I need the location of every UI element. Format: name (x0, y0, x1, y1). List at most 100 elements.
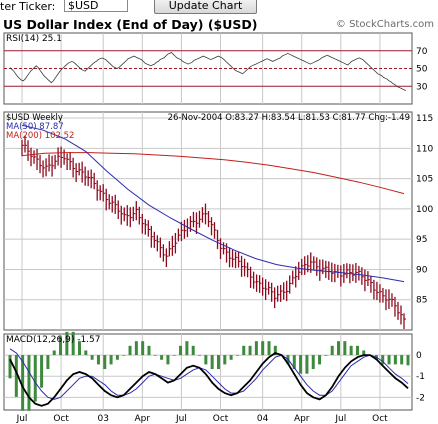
macd-histogram-bar (65, 331, 69, 356)
macd-histogram-bar (267, 341, 271, 356)
macd-histogram-bar (324, 355, 328, 356)
update-chart-button[interactable]: Update Chart (154, 0, 257, 14)
macd-histogram-bar (242, 345, 246, 356)
macd-histogram-bar (40, 355, 44, 388)
macd-histogram-bar (77, 341, 81, 356)
macd-histogram-bar (292, 355, 296, 370)
macd-histogram-bar (115, 355, 119, 360)
chart-title: US Dollar Index (End of Day) ($USD) (3, 17, 258, 32)
macd-line (9, 352, 409, 407)
macd-histogram-bar (210, 355, 214, 370)
macd-histogram-bar (160, 355, 164, 360)
macd-histogram-bar (179, 345, 183, 356)
macd-histogram-bar (305, 355, 309, 374)
macd-label: MACD(12,26,9) -1.57 (6, 335, 101, 345)
macd-histogram-bar (153, 355, 157, 356)
macd-histogram-bar (134, 341, 138, 356)
macd-histogram-bar (46, 355, 50, 370)
macd-histogram-bar (27, 355, 31, 411)
macd-y-tick-label: 0 (416, 351, 422, 361)
macd-y-tick-label: -1 (416, 372, 425, 382)
price-stats: 26-Nov-2004 O:83.27 H:83.54 L:81.53 C:81… (168, 113, 410, 123)
macd-histogram-bar (254, 341, 258, 356)
macd-histogram-bar (33, 355, 37, 402)
ma200-line (21, 152, 405, 195)
macd-histogram-bar (21, 355, 25, 411)
ma50-line (21, 124, 405, 283)
macd-histogram-bar (330, 345, 334, 356)
rsi-level-label: 30 (416, 82, 428, 92)
rsi-level-label: 50 (416, 65, 428, 75)
x-tick-label: Jul (334, 414, 346, 424)
macd-histogram-bar (337, 341, 341, 356)
price-y-tick-label: 100 (416, 205, 433, 215)
price-y-tick-label: 90 (416, 265, 428, 275)
macd-histogram-bar (71, 331, 75, 356)
macd-histogram-bar (235, 355, 239, 356)
macd-histogram-bar (14, 355, 18, 397)
x-tick-label: 04 (257, 414, 269, 424)
macd-histogram-bar (172, 355, 176, 356)
macd-histogram-bar (128, 345, 132, 356)
macd-histogram-bar (248, 345, 252, 356)
macd-histogram-bar (393, 355, 397, 365)
x-tick-label: Apr (294, 414, 310, 424)
macd-histogram-bar (59, 336, 63, 356)
ma50-label: MA(50) 87.87 (6, 122, 64, 132)
stockcharts-watermark: © StockCharts.com (335, 19, 434, 30)
macd-signal-line (9, 348, 409, 400)
macd-histogram-bar (216, 355, 220, 370)
x-tick-label: Oct (372, 414, 388, 424)
macd-histogram-bar (122, 355, 126, 356)
macd-histogram-bar (147, 345, 151, 356)
price-y-tick-label: 110 (416, 144, 433, 154)
macd-histogram-bar (273, 345, 277, 356)
x-tick-label: Apr (135, 414, 151, 424)
rsi-label: RSI(14) 25.1 (6, 34, 62, 44)
rsi-level-label: 70 (416, 47, 428, 57)
macd-histogram-bar (141, 341, 145, 356)
macd-histogram-bar (355, 345, 359, 356)
ticker-label: ter Ticker: (0, 0, 56, 13)
macd-histogram-bar (387, 355, 391, 365)
x-tick-label: Oct (213, 414, 229, 424)
macd-histogram-bar (109, 355, 113, 365)
toolbar: ter Ticker: $USD Update Chart (0, 0, 438, 16)
macd-histogram-bar (299, 355, 303, 374)
macd-histogram-bar (343, 341, 347, 356)
x-tick-label: 03 (97, 414, 108, 424)
macd-histogram-bar (185, 341, 189, 356)
ticker-input[interactable]: $USD (64, 0, 128, 12)
macd-histogram-bar (223, 355, 227, 365)
macd-histogram-bar (311, 355, 315, 370)
macd-histogram-bar (400, 355, 404, 365)
macd-histogram-bar (406, 355, 410, 366)
macd-histogram-bar (198, 355, 202, 356)
macd-histogram-bar (84, 350, 88, 356)
macd-histogram-bar (204, 355, 208, 365)
x-tick-label: Jul (175, 414, 187, 424)
macd-histogram-bar (52, 350, 56, 356)
price-y-tick-label: 85 (416, 296, 427, 306)
x-tick-label: Jul (16, 414, 28, 424)
ma200-label: MA(200) 102.52 (6, 131, 74, 141)
price-y-tick-label: 105 (416, 175, 433, 185)
macd-histogram-bar (229, 355, 233, 360)
macd-histogram-bar (90, 355, 94, 360)
macd-histogram-bar (261, 341, 265, 356)
macd-histogram-bar (166, 355, 170, 365)
rsi-line (9, 52, 407, 91)
macd-histogram-bar (318, 355, 322, 365)
price-y-tick-label: 115 (416, 114, 433, 124)
macd-histogram-bar (103, 355, 107, 370)
macd-y-tick-label: -2 (416, 393, 425, 403)
price-series-label: $USD Weekly (6, 113, 63, 123)
macd-histogram-bar (191, 345, 195, 356)
macd-histogram-bar (96, 355, 100, 365)
price-y-tick-label: 95 (416, 235, 427, 245)
macd-histogram-bar (381, 355, 385, 365)
macd-histogram-bar (8, 355, 12, 379)
macd-histogram-bar (349, 345, 353, 356)
macd-histogram-bar (362, 350, 366, 356)
x-tick-label: Oct (53, 414, 69, 424)
